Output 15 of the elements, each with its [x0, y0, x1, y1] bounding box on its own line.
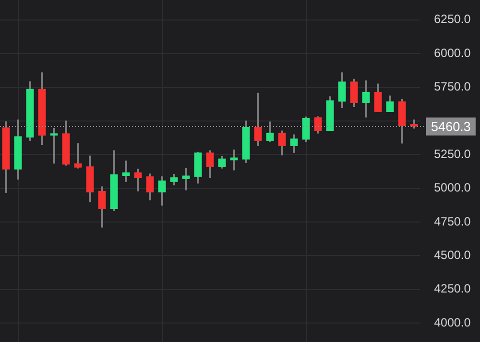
ref-line-label: 5460.3: [431, 119, 471, 134]
y-tick-label: 5000.0: [434, 180, 472, 195]
candlestick: [134, 168, 142, 192]
y-tick-label: 4250.0: [434, 282, 472, 296]
y-tick-label: 6000.0: [434, 46, 472, 60]
candlestick: [74, 143, 82, 168]
candlestick: [230, 150, 238, 170]
candlestick: [182, 168, 190, 190]
y-tick-label: 6250.0: [434, 12, 472, 26]
y-tick-label: 5750.0: [434, 80, 472, 94]
candlestick: [122, 160, 130, 182]
y-tick-label: 4500.0: [434, 248, 472, 262]
y-tick-label: 4000.0: [434, 315, 472, 330]
y-tick-label: 5250.0: [434, 146, 472, 161]
y-tick-label: 4750.0: [434, 214, 472, 228]
